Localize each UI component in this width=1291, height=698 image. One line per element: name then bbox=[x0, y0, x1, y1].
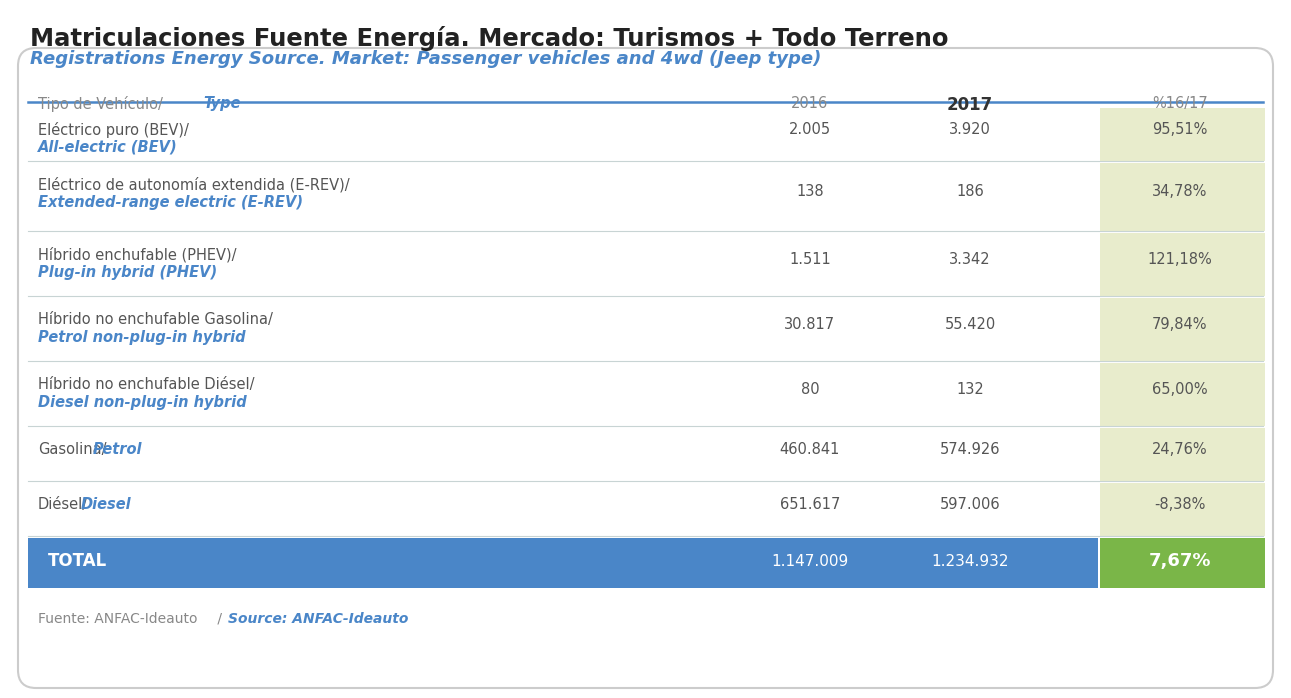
Bar bbox=[1100, 108, 1265, 161]
Bar bbox=[1100, 233, 1265, 296]
Text: Plug-in hybrid (PHEV): Plug-in hybrid (PHEV) bbox=[37, 265, 217, 280]
Bar bbox=[1100, 298, 1265, 361]
Text: 30.817: 30.817 bbox=[785, 317, 835, 332]
Text: All-electric (BEV): All-electric (BEV) bbox=[37, 140, 178, 155]
Text: 2.005: 2.005 bbox=[789, 122, 831, 137]
Text: TOTAL: TOTAL bbox=[48, 552, 107, 570]
Text: 597.006: 597.006 bbox=[940, 497, 1001, 512]
Text: Híbrido enchufable (PHEV)/: Híbrido enchufable (PHEV)/ bbox=[37, 247, 236, 262]
Text: 1.511: 1.511 bbox=[789, 252, 831, 267]
Text: Registrations Energy Source. Market: Passenger vehicles and 4wd (Jeep type): Registrations Energy Source. Market: Pas… bbox=[30, 50, 821, 68]
Text: Fuente: ANFAC-Ideauto: Fuente: ANFAC-Ideauto bbox=[37, 612, 198, 626]
Text: 80: 80 bbox=[800, 382, 820, 397]
Text: 1.147.009: 1.147.009 bbox=[772, 554, 848, 568]
Text: 95,51%: 95,51% bbox=[1153, 122, 1207, 137]
Text: 65,00%: 65,00% bbox=[1152, 382, 1208, 397]
Text: 651.617: 651.617 bbox=[780, 497, 840, 512]
Text: Híbrido no enchufable Gasolina/: Híbrido no enchufable Gasolina/ bbox=[37, 312, 272, 327]
Bar bbox=[1100, 538, 1265, 588]
Text: Eléctrico puro (BEV)/: Eléctrico puro (BEV)/ bbox=[37, 122, 188, 138]
Text: 138: 138 bbox=[797, 184, 824, 200]
Bar bbox=[28, 538, 1099, 588]
Text: Gasolina/: Gasolina/ bbox=[37, 442, 106, 457]
FancyBboxPatch shape bbox=[18, 48, 1273, 688]
Text: 34,78%: 34,78% bbox=[1153, 184, 1207, 200]
Text: %16/17: %16/17 bbox=[1152, 96, 1208, 111]
Bar bbox=[1100, 163, 1265, 231]
Text: 132: 132 bbox=[957, 382, 984, 397]
Text: Diesel non-plug-in hybrid: Diesel non-plug-in hybrid bbox=[37, 395, 247, 410]
Text: Tipo de Vehículo/: Tipo de Vehículo/ bbox=[37, 96, 163, 112]
Text: 7,67%: 7,67% bbox=[1149, 552, 1211, 570]
Text: Petrol: Petrol bbox=[93, 442, 142, 457]
Text: 574.926: 574.926 bbox=[940, 442, 1001, 457]
Text: 460.841: 460.841 bbox=[780, 442, 840, 457]
Text: Type: Type bbox=[203, 96, 240, 111]
Text: Matriculaciones Fuente Energía. Mercado: Turismos + Todo Terreno: Matriculaciones Fuente Energía. Mercado:… bbox=[30, 26, 949, 51]
Bar bbox=[1100, 363, 1265, 426]
Bar bbox=[1100, 428, 1265, 481]
Text: Source: ANFAC-Ideauto: Source: ANFAC-Ideauto bbox=[229, 612, 408, 626]
Text: Petrol non-plug-in hybrid: Petrol non-plug-in hybrid bbox=[37, 330, 245, 345]
Text: 3.342: 3.342 bbox=[949, 252, 990, 267]
Text: 2017: 2017 bbox=[946, 96, 993, 114]
Text: 186: 186 bbox=[957, 184, 984, 200]
Text: 121,18%: 121,18% bbox=[1148, 252, 1212, 267]
Text: Eléctrico de autonomía extendida (E-REV)/: Eléctrico de autonomía extendida (E-REV)… bbox=[37, 177, 350, 193]
Text: 2016: 2016 bbox=[791, 96, 829, 111]
Text: 3.920: 3.920 bbox=[949, 122, 991, 137]
Text: Extended-range electric (E-REV): Extended-range electric (E-REV) bbox=[37, 195, 303, 210]
Text: 79,84%: 79,84% bbox=[1153, 317, 1208, 332]
Text: Híbrido no enchufable Diésel/: Híbrido no enchufable Diésel/ bbox=[37, 377, 254, 392]
Text: Diesel: Diesel bbox=[81, 497, 132, 512]
Text: -8,38%: -8,38% bbox=[1154, 497, 1206, 512]
Text: 55.420: 55.420 bbox=[945, 317, 995, 332]
Text: Diésel/: Diésel/ bbox=[37, 497, 88, 512]
Text: 24,76%: 24,76% bbox=[1152, 442, 1208, 457]
Bar bbox=[1100, 483, 1265, 536]
Text: 1.234.932: 1.234.932 bbox=[931, 554, 1008, 568]
Text: /: / bbox=[213, 612, 226, 626]
